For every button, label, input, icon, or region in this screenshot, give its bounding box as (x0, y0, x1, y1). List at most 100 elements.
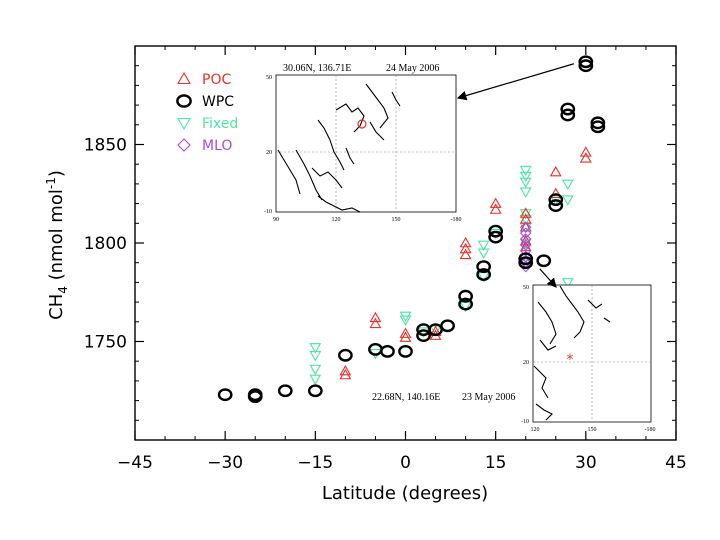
wpc-point (380, 344, 395, 358)
legend: POC WPC Fixed MLO (176, 71, 238, 154)
poc-point (549, 187, 562, 199)
inset-frame (275, 74, 457, 213)
fixed-point (519, 215, 532, 226)
inset-coordinates: 30.06N, 136.71E (283, 63, 351, 74)
poc-point (339, 364, 352, 376)
legend-marker-poc (177, 71, 191, 85)
poc-point (519, 213, 532, 224)
inset-tick-label: 150 (392, 217, 401, 223)
legend-marker-wpc (176, 94, 192, 108)
mlo-point (519, 233, 532, 245)
legend-item-fixed: Fixed (177, 116, 238, 132)
y-tick-label: 1850 (84, 136, 127, 156)
inset-tick-label: 90 (273, 217, 279, 223)
wpc-point (518, 252, 534, 266)
inset-tick-label: 20 (523, 360, 529, 366)
legend-item-poc: POC (177, 71, 231, 88)
inset-tick-label: 150 (588, 427, 597, 433)
wpc-point (590, 120, 606, 134)
wpc-point (338, 348, 353, 362)
inset-tick-label: -10 (521, 419, 529, 425)
fixed-point (519, 209, 532, 220)
inset-date: 23 May 2006 (462, 392, 515, 403)
fixed-point (561, 195, 574, 206)
inset-location-marker: * (567, 352, 574, 368)
poc-point (519, 221, 532, 232)
callout-arrows (456, 63, 575, 288)
poc-point (489, 197, 502, 208)
wpc-point (548, 199, 564, 212)
wpc-point (476, 260, 492, 274)
x-tick-label: 0 (400, 453, 411, 473)
wpc-point (578, 59, 594, 73)
mlo-point (519, 227, 532, 239)
callout-arrow (539, 268, 557, 288)
x-tick-label: 45 (665, 453, 687, 473)
x-tick-label: −15 (297, 453, 333, 473)
fixed-point (489, 228, 502, 240)
mlo-point (519, 221, 532, 234)
fixed-point (477, 240, 490, 252)
wpc-point (560, 108, 576, 122)
legend-marker-fixed (177, 117, 191, 131)
series-poc (339, 146, 592, 380)
inset-map-south: * 22.68N, 140.16E 23 May 2006 50 20 -10 … (372, 284, 656, 433)
inset-location-marker (357, 119, 367, 129)
inset-coordinates: 22.68N, 140.16E (372, 392, 440, 403)
data-points (217, 55, 606, 404)
wpc-point (476, 268, 492, 281)
legend-label-wpc: WPC (202, 94, 234, 110)
wpc-point (307, 384, 323, 398)
x-axis-label: Latitude (degrees) (322, 483, 488, 504)
wpc-point (458, 289, 473, 303)
fixed-point (417, 327, 430, 338)
wpc-point (560, 102, 576, 116)
legend-label-mlo: MLO (202, 138, 232, 154)
inset-tick-label: -180 (645, 427, 656, 433)
poc-point (459, 236, 472, 248)
wpc-point (217, 388, 233, 402)
poc-point (459, 248, 472, 260)
poc-point (489, 203, 502, 214)
inset-tick-label: 50 (266, 75, 272, 81)
inset-tick-label: -10 (264, 209, 272, 215)
poc-point (459, 242, 472, 254)
x-tick-label: 30 (575, 453, 597, 473)
inset-coastline (533, 285, 611, 421)
mlo-point (519, 239, 532, 251)
wpc-point (518, 256, 534, 270)
poc-point (369, 317, 382, 329)
wpc-point (428, 323, 443, 337)
fixed-point (519, 171, 532, 183)
legend-label-poc: POC (202, 72, 231, 88)
wpc-point (458, 297, 473, 311)
wpc-point (440, 319, 455, 333)
poc-point (369, 311, 382, 323)
wpc-point (416, 329, 431, 342)
series-wpc (217, 55, 606, 404)
wpc-point (398, 344, 413, 358)
fixed-point (399, 315, 412, 326)
poc-point (399, 327, 412, 338)
fixed-point (519, 177, 532, 189)
fixed-point (561, 179, 574, 191)
wpc-point (247, 388, 263, 402)
y-tick-label: 1750 (84, 333, 127, 353)
legend-item-mlo: MLO (177, 138, 232, 154)
fixed-point (309, 374, 322, 386)
inset-tick-label: 120 (332, 217, 341, 223)
fixed-point (519, 187, 532, 198)
inset-tick-label: 120 (531, 427, 540, 433)
x-tick-label: 15 (485, 453, 507, 473)
axis-ticks: −45 −30 −15 0 15 30 45 1750 1800 1850 (84, 46, 687, 473)
wpc-point (548, 193, 564, 207)
x-tick-label: −45 (117, 453, 153, 473)
y-tick-label: 1800 (84, 234, 127, 254)
poc-point (549, 165, 562, 177)
wpc-point (536, 254, 552, 268)
inset-tick-label: -180 (451, 217, 462, 223)
legend-item-wpc: WPC (176, 94, 234, 110)
wpc-point (488, 224, 504, 238)
y-axis-label: CH4 (nmol mol-1) (44, 170, 70, 320)
